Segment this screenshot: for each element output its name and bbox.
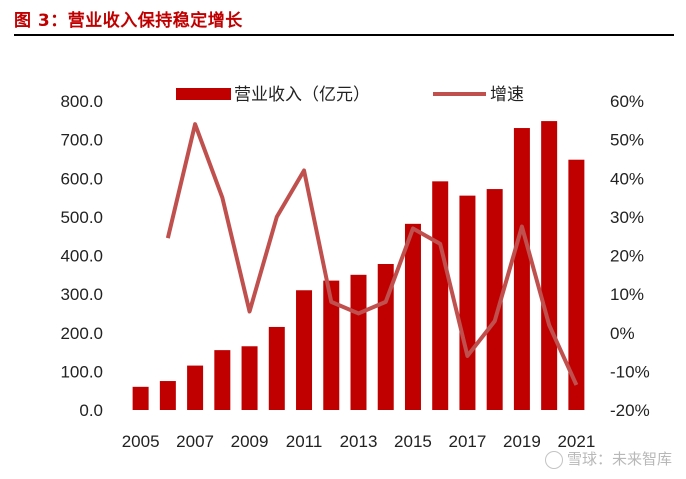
revenue-bar (486, 189, 503, 410)
revenue-bar (459, 195, 476, 410)
x-axis-tick-label: 2017 (449, 432, 487, 451)
x-axis-tick-label: 2007 (176, 432, 214, 451)
revenue-bar (296, 290, 313, 410)
left-axis-tick-label: 700.0 (60, 131, 103, 150)
revenue-bar (404, 223, 421, 410)
x-axis-tick-label: 2005 (122, 432, 160, 451)
left-axis-tick-label: 400.0 (60, 247, 103, 266)
revenue-bar (513, 128, 530, 410)
left-axis-ticks: 0.0 100.0 200.0 300.0 400.0 500.0 600.0 700.0 80… (60, 92, 103, 420)
revenue-bar (377, 263, 394, 410)
legend-bar-swatch (176, 88, 231, 100)
right-axis-tick-label: 0% (610, 324, 635, 343)
revenue-bar (323, 280, 340, 410)
revenue-bar (187, 365, 204, 410)
x-axis-tick-label: 2011 (286, 432, 323, 451)
right-axis-ticks: -20% -10% 0% 10% 20% 30% 40% 50% 60% (610, 92, 650, 420)
right-axis-tick-label: 60% (610, 92, 644, 111)
right-axis-tick-label: 30% (610, 208, 644, 227)
revenue-bar (241, 346, 258, 410)
x-axis-tick-label: 2013 (340, 432, 378, 451)
growth-line-group (165, 122, 579, 386)
watermark: 雪球：未来智库 (544, 448, 672, 469)
left-axis-tick-label: 600.0 (60, 169, 103, 188)
left-axis-tick-label: 500.0 (60, 208, 103, 227)
revenue-bar (214, 350, 231, 410)
revenue-bar (541, 121, 558, 411)
x-axis-tick-label: 2021 (557, 432, 595, 451)
revenue-bar (350, 274, 367, 410)
right-axis-tick-label: 50% (610, 131, 644, 150)
left-axis-tick-label: 0.0 (79, 401, 103, 420)
right-axis-tick-label: 40% (610, 169, 644, 188)
left-axis-tick-label: 300.0 (60, 285, 103, 304)
chart-legend: 营业收入（亿元） 增速 (176, 85, 524, 105)
revenue-bar (432, 181, 449, 410)
x-axis-ticks: 2005 2007 2009 2011 2013 2015 2017 2019 2021 (122, 432, 596, 451)
right-axis-tick-label: 10% (610, 285, 644, 304)
revenue-bar (268, 326, 285, 410)
figure-title: 图 3：营业收入保持稳定增长 (14, 11, 243, 31)
legend-revenue-label: 营业收入（亿元） (234, 85, 370, 105)
left-axis-tick-label: 200.0 (60, 324, 103, 343)
left-axis-tick-label: 100.0 (60, 362, 103, 381)
title-underline (14, 34, 674, 36)
x-axis-tick-label: 2019 (503, 432, 541, 451)
snowball-logo-icon (544, 450, 563, 469)
x-axis-tick-label: 2009 (231, 432, 269, 451)
right-axis-tick-label: -20% (610, 401, 650, 420)
revenue-bars (132, 121, 585, 411)
revenue-bar (568, 159, 585, 410)
watermark-text: 雪球：未来智库 (566, 450, 672, 468)
revenue-bar (132, 386, 149, 410)
right-axis-tick-label: 20% (610, 247, 644, 266)
x-axis-tick-label: 2015 (394, 432, 432, 451)
left-axis-tick-label: 800.0 (60, 92, 103, 111)
legend-growth-label: 增速 (490, 85, 524, 105)
right-axis-tick-label: -10% (610, 362, 650, 381)
growth-line (165, 122, 579, 386)
revenue-bar (159, 381, 176, 410)
